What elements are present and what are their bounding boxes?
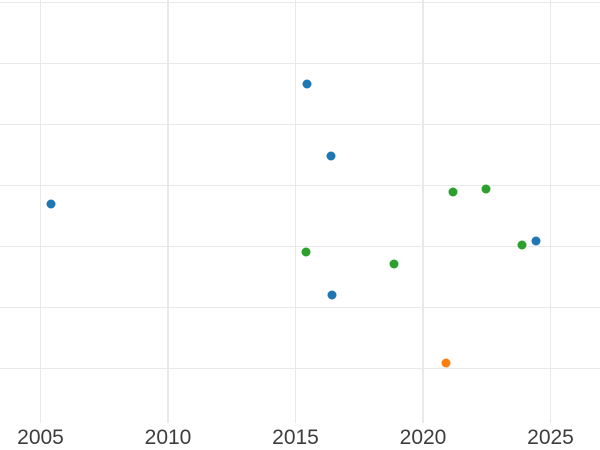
x-tick-label: 2010 — [144, 426, 192, 449]
horizontal-gridline — [0, 245, 600, 248]
vertical-gridline — [39, 0, 42, 423]
vertical-gridline — [294, 0, 297, 423]
series-blue-point — [46, 199, 56, 209]
series-blue-point — [302, 79, 312, 89]
series-green-point — [448, 187, 458, 197]
series-blue-point — [326, 151, 336, 161]
horizontal-gridline — [0, 184, 600, 187]
x-tick-label: 2015 — [272, 426, 319, 449]
horizontal-gridline — [0, 123, 600, 126]
plot-area — [0, 0, 600, 423]
series-green-point — [301, 247, 311, 257]
series-orange-point — [441, 358, 451, 368]
horizontal-gridline — [0, 62, 600, 65]
horizontal-gridline — [0, 1, 600, 4]
horizontal-gridline — [0, 306, 600, 309]
vertical-gridline — [422, 0, 424, 423]
series-green-point — [389, 259, 399, 269]
series-green-point — [481, 184, 491, 194]
vertical-gridline — [549, 0, 552, 423]
x-tick-label: 2020 — [399, 426, 447, 449]
horizontal-gridline — [0, 367, 600, 370]
vertical-gridline — [167, 0, 169, 423]
x-tick-label: 2005 — [17, 426, 64, 449]
x-tick-label: 2025 — [527, 426, 574, 449]
series-blue-point — [531, 236, 541, 246]
series-green-point — [517, 240, 527, 250]
series-blue-point — [327, 290, 337, 300]
